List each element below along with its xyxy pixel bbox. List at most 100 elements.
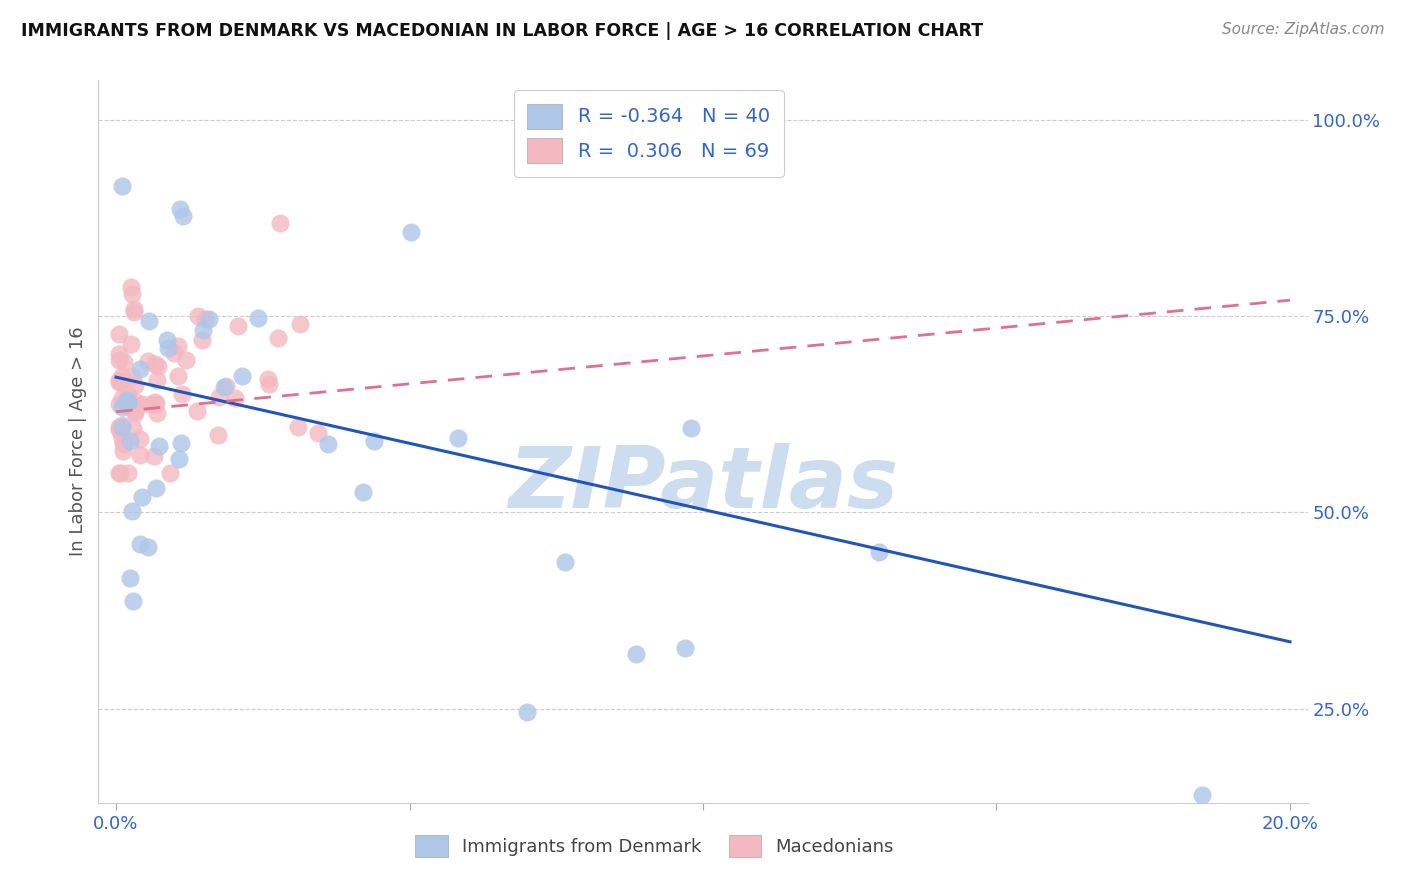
Point <box>115 393 138 408</box>
Point <box>136 541 159 555</box>
Point <box>679 421 702 435</box>
Point <box>139 397 162 411</box>
Point <box>121 368 143 383</box>
Point <box>257 377 280 392</box>
Point <box>108 466 131 480</box>
Point <box>111 369 134 384</box>
Point <box>112 355 135 369</box>
Point <box>307 425 329 440</box>
Point <box>108 424 131 438</box>
Point <box>231 369 253 384</box>
Point <box>117 394 139 409</box>
Point <box>108 397 131 411</box>
Point <box>112 437 135 451</box>
Text: Source: ZipAtlas.com: Source: ZipAtlas.com <box>1222 22 1385 37</box>
Point <box>157 341 180 355</box>
Point <box>447 431 470 445</box>
Point <box>187 309 209 323</box>
Point <box>122 421 145 435</box>
Point <box>316 437 339 451</box>
Point <box>169 202 191 216</box>
Point <box>167 369 190 384</box>
Text: ZIPatlas: ZIPatlas <box>508 443 898 526</box>
Point <box>115 399 138 413</box>
Point <box>124 305 146 319</box>
Point <box>194 311 217 326</box>
Point <box>142 449 165 463</box>
Point <box>110 375 132 389</box>
Legend: Immigrants from Denmark, Macedonians: Immigrants from Denmark, Macedonians <box>406 826 903 866</box>
Point <box>121 593 143 607</box>
Point <box>110 432 132 446</box>
Point <box>108 347 131 361</box>
Point <box>156 333 179 347</box>
Point <box>363 434 385 449</box>
Point <box>117 466 139 480</box>
Point <box>112 443 135 458</box>
Point <box>224 391 246 405</box>
Point <box>108 373 131 387</box>
Point <box>121 287 143 301</box>
Point <box>246 311 269 326</box>
Point <box>176 352 198 367</box>
Point <box>120 336 142 351</box>
Point <box>131 490 153 504</box>
Point <box>111 435 134 450</box>
Point <box>111 417 134 432</box>
Point <box>167 339 190 353</box>
Point <box>138 314 160 328</box>
Text: IMMIGRANTS FROM DENMARK VS MACEDONIAN IN LABOR FORCE | AGE > 16 CORRELATION CHAR: IMMIGRANTS FROM DENMARK VS MACEDONIAN IN… <box>21 22 983 40</box>
Point <box>170 387 193 401</box>
Point <box>624 647 647 661</box>
Point <box>172 209 194 223</box>
Point <box>146 373 169 387</box>
Point <box>124 404 146 418</box>
Point <box>146 406 169 420</box>
Point <box>117 386 139 401</box>
Point <box>554 555 576 569</box>
Point <box>148 359 170 373</box>
Point <box>868 545 890 559</box>
Point <box>208 390 231 404</box>
Point <box>136 353 159 368</box>
Point <box>129 448 152 462</box>
Point <box>269 216 291 230</box>
Point <box>207 427 229 442</box>
Point <box>170 436 193 450</box>
Point <box>122 301 145 316</box>
Point <box>108 422 131 436</box>
Point <box>131 397 153 411</box>
Point <box>145 357 167 371</box>
Point <box>215 379 238 393</box>
Point <box>167 451 190 466</box>
Point <box>111 392 134 406</box>
Point <box>226 319 249 334</box>
Point <box>124 378 146 392</box>
Point <box>120 279 142 293</box>
Point <box>288 317 311 331</box>
Point <box>111 420 134 434</box>
Point <box>108 420 131 434</box>
Point <box>110 466 132 480</box>
Point <box>124 395 146 409</box>
Point <box>1191 788 1213 802</box>
Point <box>186 404 208 418</box>
Point <box>191 323 214 337</box>
Point <box>120 434 142 448</box>
Point <box>197 312 219 326</box>
Point <box>108 375 131 389</box>
Point <box>159 466 181 480</box>
Point <box>115 392 138 406</box>
Point <box>111 179 134 194</box>
Point <box>108 352 131 367</box>
Point <box>516 705 538 719</box>
Point <box>129 362 152 376</box>
Point <box>120 571 142 585</box>
Point <box>399 225 422 239</box>
Point <box>352 484 374 499</box>
Point <box>148 440 170 454</box>
Point <box>129 537 152 551</box>
Point <box>287 420 309 434</box>
Point <box>267 331 290 345</box>
Point <box>111 400 134 414</box>
